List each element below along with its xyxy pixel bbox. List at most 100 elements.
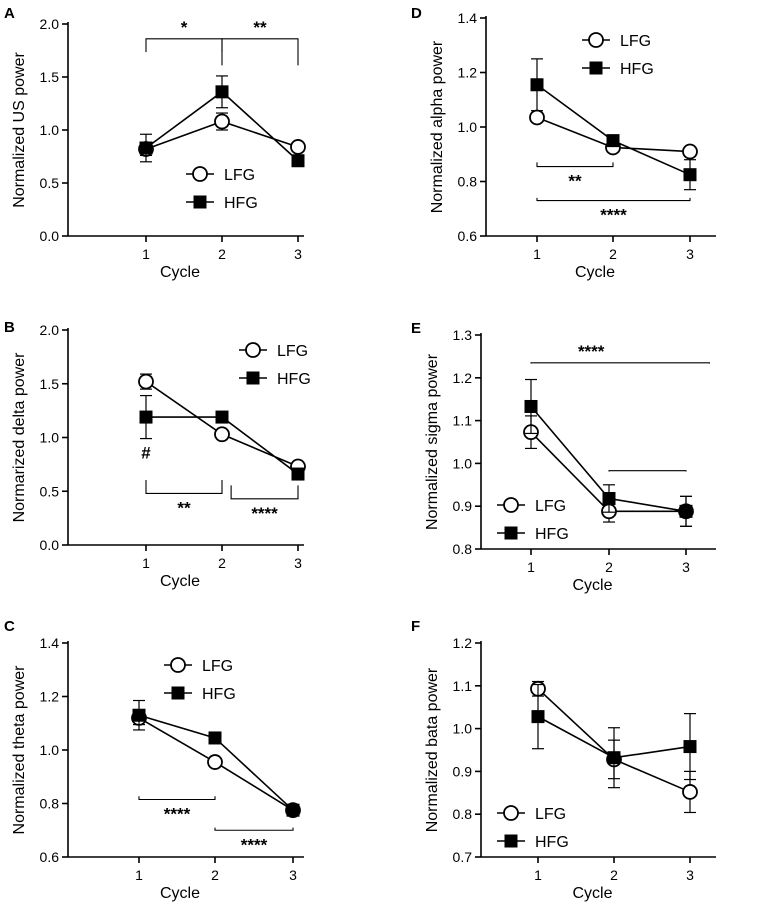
significance-label: ****	[578, 342, 605, 361]
y-tick-label: 1.2	[40, 689, 60, 705]
significance-label: **	[568, 172, 582, 191]
series-lfg	[138, 373, 306, 475]
data-point-square	[139, 410, 153, 424]
legend-label: LFG	[202, 658, 233, 675]
data-point-circle	[138, 373, 154, 390]
series-hfg	[139, 75, 305, 168]
y-axis-label: Normalized bata power	[424, 667, 441, 832]
panel-f: F 0.7 0.8 0.9 1.0 1.1 1.2 1 2 3 Cycle Normalized ba…	[411, 618, 716, 902]
x-tick-label: 1	[135, 867, 143, 883]
series-line	[536, 84, 691, 176]
legend-label: LFG	[535, 498, 566, 515]
data-point-square	[291, 467, 305, 481]
data-point-square	[215, 410, 229, 424]
y-tick-label: 1.5	[40, 69, 60, 85]
significance-bracket	[221, 38, 299, 66]
significance-bracket	[138, 796, 216, 801]
data-point-circle	[290, 139, 306, 155]
legend: LFG HFG	[239, 342, 311, 388]
y-axis-label: Normarized delta power	[11, 352, 28, 523]
y-tick-label: 1.3	[453, 327, 473, 343]
data-point-square	[530, 78, 544, 92]
y-tick-label: 0.8	[458, 174, 478, 190]
significance-bracket	[145, 479, 223, 494]
y-tick-label: 1.0	[40, 430, 60, 446]
panel-letter: F	[411, 618, 420, 635]
series-hfg	[530, 58, 697, 191]
x-tick-label: 2	[609, 246, 617, 262]
significance-bracket	[230, 485, 299, 500]
x-axis-label: Cycle	[160, 264, 200, 281]
legend-marker-square	[171, 686, 185, 700]
data-point-square	[531, 710, 545, 724]
legend-marker-circle	[588, 32, 604, 48]
y-axis-label: Normalized sigma power	[424, 353, 441, 530]
legend: LFG HFG	[582, 32, 654, 78]
y-tick-label: 2.0	[40, 16, 60, 32]
significance-bracket	[214, 827, 294, 831]
y-tick-label: 1.1	[453, 413, 473, 429]
legend-marker-circle	[245, 342, 261, 358]
legend: LFG HFG	[164, 657, 236, 703]
data-point-square	[606, 134, 620, 148]
panel-letter: B	[4, 319, 15, 336]
significance-label: ****	[241, 835, 268, 854]
x-tick-label: 1	[142, 555, 150, 571]
legend-label: HFG	[277, 371, 311, 388]
x-axis-label: Cycle	[575, 264, 615, 281]
significance-label: ****	[600, 206, 627, 225]
series-hfg	[132, 699, 300, 817]
legend-marker-circle	[503, 805, 519, 821]
legend-label: HFG	[535, 526, 569, 543]
legend-marker-circle	[192, 166, 208, 182]
legend-label: LFG	[535, 806, 566, 823]
data-point-square	[607, 751, 621, 765]
x-axis-label: Cycle	[160, 885, 200, 902]
data-point-circle	[214, 426, 230, 443]
x-tick-label: 1	[534, 867, 542, 883]
series-line	[145, 380, 299, 468]
x-tick-label: 2	[610, 867, 618, 883]
data-point-square	[291, 154, 305, 168]
data-point-square	[139, 141, 153, 155]
x-tick-label: 2	[605, 559, 613, 575]
x-tick-label: 1	[527, 559, 535, 575]
significance-label: ****	[251, 504, 278, 523]
y-tick-label: 1.0	[40, 122, 60, 138]
y-tick-label: 1.2	[453, 635, 473, 651]
x-tick-label: 3	[686, 867, 694, 883]
data-point-square	[286, 803, 300, 817]
legend-marker-square	[504, 834, 518, 848]
panel-d: D 0.6 0.8 1.0 1.2 1.4 1 2 3 Cycle Normalized alpha…	[411, 5, 716, 281]
legend: LFG HFG	[497, 805, 569, 851]
panel-letter: A	[4, 5, 15, 22]
legend-label: LFG	[224, 167, 255, 184]
legend-marker-circle	[503, 497, 519, 513]
y-tick-label: 1.1	[453, 678, 473, 694]
y-axis-label: Normalized theta power	[11, 665, 28, 835]
data-point-square	[524, 399, 538, 413]
y-tick-label: 1.0	[453, 721, 473, 737]
data-point-circle	[214, 113, 230, 130]
x-tick-label: 3	[294, 246, 302, 262]
series-hfg	[531, 683, 697, 789]
panel-b: B 0.0 0.5 1.0 1.5 2.0 1 2 3 Cycle Normarized delta…	[4, 319, 311, 590]
y-axis-label: Normalized US power	[11, 52, 28, 208]
legend-label: LFG	[620, 33, 651, 50]
significance-label: **	[253, 18, 267, 37]
x-tick-label: 3	[294, 555, 302, 571]
x-tick-label: 2	[211, 867, 219, 883]
data-point-circle	[682, 784, 698, 800]
y-tick-label: 0.9	[453, 763, 473, 779]
legend-label: HFG	[224, 195, 258, 212]
data-point-square	[208, 731, 222, 745]
legend-label: HFG	[535, 834, 569, 851]
series-lfg	[131, 710, 301, 819]
y-tick-label: 1.5	[40, 376, 60, 392]
legend: LFG HFG	[186, 166, 258, 212]
data-point-circle	[529, 109, 545, 126]
x-tick-label: 1	[142, 246, 150, 262]
data-point-square	[683, 168, 697, 182]
significance-label: *	[181, 18, 188, 37]
